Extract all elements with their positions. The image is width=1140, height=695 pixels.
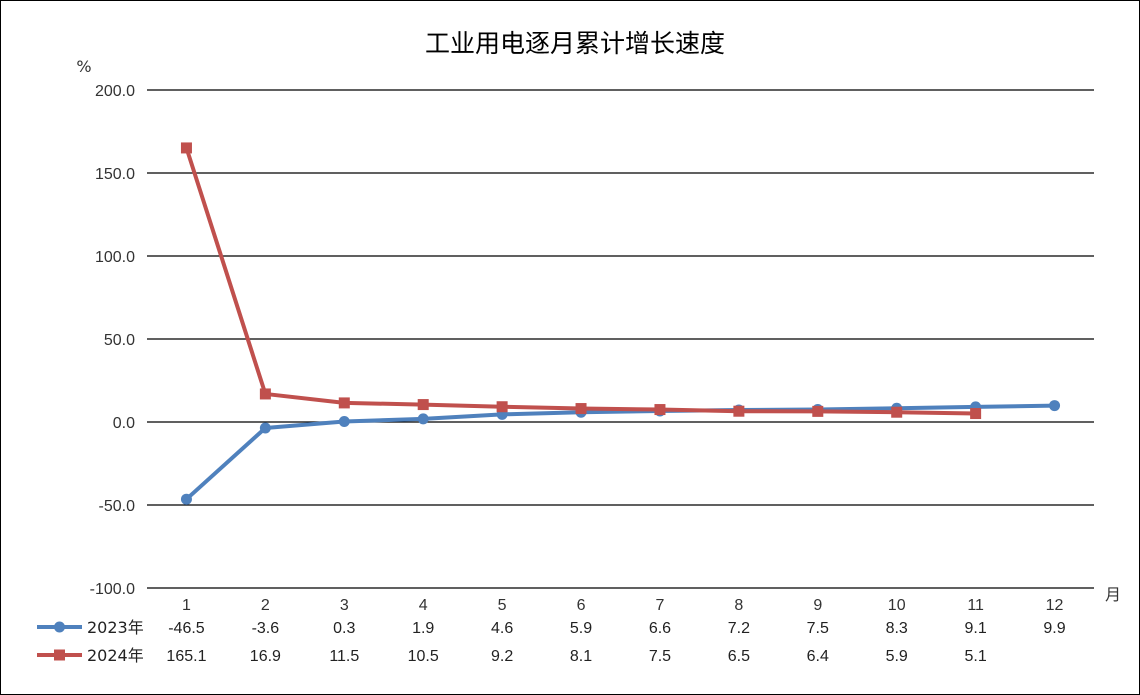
table-cell: 7.5 xyxy=(807,620,829,637)
y-tick-labels: -100.0 -50.0 0.0 50.0 100.0 150.0 200.0 xyxy=(90,83,135,598)
y-tick-label: 150.0 xyxy=(95,166,135,183)
legend-label: 2023年 xyxy=(87,618,144,637)
x-tick-label: 7 xyxy=(656,597,665,614)
table-cell: 7.2 xyxy=(728,620,750,637)
data-point xyxy=(1049,400,1061,412)
y-tick-label: -50.0 xyxy=(99,498,136,515)
table-cell: 6.6 xyxy=(649,620,671,637)
data-point xyxy=(575,403,587,415)
table-cell: 6.5 xyxy=(728,648,750,665)
y-tick-label: 100.0 xyxy=(95,249,135,266)
table-cell: 165.1 xyxy=(166,648,206,665)
x-tick-label: 6 xyxy=(577,597,586,614)
series-lines xyxy=(180,142,1061,505)
x-tick-label: 10 xyxy=(888,597,906,614)
x-tick-label: 4 xyxy=(419,597,428,614)
data-table: 2023年 -46.5 -3.6 0.3 1.9 4.6 5.9 6.6 7.2 7.5 8.3 9.… xyxy=(37,618,1066,665)
table-cell: 5.1 xyxy=(965,648,987,665)
data-point xyxy=(259,388,271,400)
series-line xyxy=(184,147,976,416)
data-point xyxy=(417,399,429,411)
y-axis-unit: % xyxy=(76,57,91,76)
table-cell: 5.9 xyxy=(570,620,592,637)
y-tick-label: 200.0 xyxy=(95,83,135,100)
data-point xyxy=(970,408,982,420)
x-tick-label: 8 xyxy=(734,597,743,614)
table-cell: 5.9 xyxy=(886,648,908,665)
data-point xyxy=(417,413,429,425)
x-tick-label: 11 xyxy=(967,597,984,614)
data-point xyxy=(812,405,824,417)
x-axis-unit: 月 xyxy=(1105,585,1121,604)
data-point xyxy=(654,404,666,416)
data-point xyxy=(338,416,350,428)
x-tick-label: 9 xyxy=(813,597,822,614)
gridlines xyxy=(147,89,1094,589)
table-cell: 9.1 xyxy=(965,620,987,637)
data-point xyxy=(180,142,192,154)
table-cell: 1.9 xyxy=(412,620,434,637)
table-cell: 8.3 xyxy=(886,620,908,637)
y-tick-label: 0.0 xyxy=(113,415,135,432)
table-cell: 8.1 xyxy=(570,648,592,665)
table-cell: 9.9 xyxy=(1043,620,1065,637)
table-cell: 7.5 xyxy=(649,648,671,665)
table-cell: 10.5 xyxy=(408,648,439,665)
legend-marker xyxy=(54,649,65,661)
legend-marker xyxy=(54,621,65,633)
chart-title: 工业用电逐月累计增长速度 xyxy=(425,29,725,58)
data-point xyxy=(180,493,192,505)
legend-label: 2024年 xyxy=(87,646,144,665)
table-cell: 6.4 xyxy=(807,648,829,665)
data-point xyxy=(733,405,745,417)
data-point xyxy=(338,397,350,409)
table-cell: 9.2 xyxy=(491,648,513,665)
table-cell: 16.9 xyxy=(250,648,281,665)
data-point xyxy=(891,406,903,418)
x-tick-label: 12 xyxy=(1046,597,1064,614)
x-tick-labels: 1 2 3 4 5 6 7 8 9 10 11 12 xyxy=(182,597,1064,614)
table-cell: 4.6 xyxy=(491,620,513,637)
table-cell: -46.5 xyxy=(168,620,205,637)
x-tick-label: 5 xyxy=(498,597,507,614)
x-tick-label: 2 xyxy=(261,597,270,614)
table-cell: 11.5 xyxy=(329,648,359,665)
series-line xyxy=(185,403,1055,501)
x-tick-label: 1 xyxy=(182,597,191,614)
y-tick-label: 50.0 xyxy=(104,332,135,349)
table-cell: -3.6 xyxy=(252,620,280,637)
y-tick-label: -100.0 xyxy=(90,581,135,598)
data-point xyxy=(259,422,271,434)
table-cell: 0.3 xyxy=(333,620,355,637)
data-point xyxy=(496,401,508,413)
x-tick-label: 3 xyxy=(340,597,349,614)
